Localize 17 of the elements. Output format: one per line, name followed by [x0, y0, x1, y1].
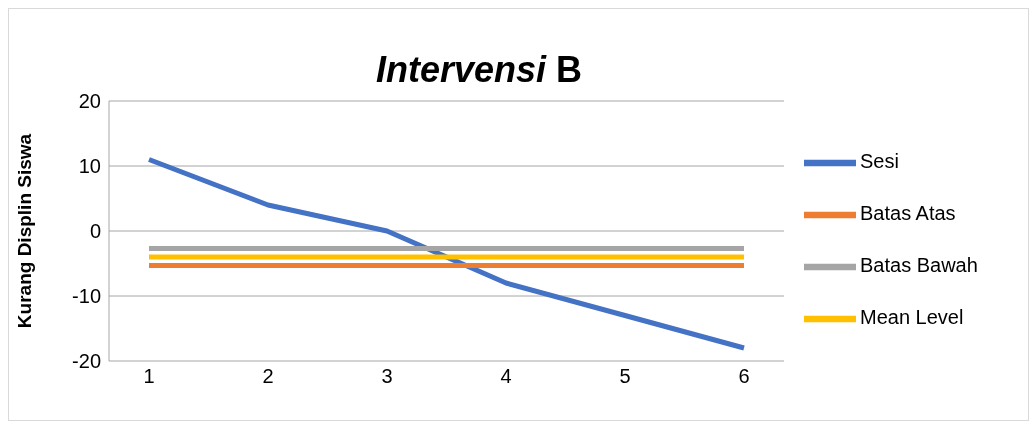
x-tick-label: 3 — [381, 365, 393, 388]
x-tick-label: 2 — [262, 365, 274, 388]
legend-label: Mean Level — [860, 306, 964, 329]
y-tick-label: 0 — [89, 220, 101, 243]
x-tick-label: 6 — [738, 365, 750, 388]
x-tick-label: 1 — [143, 365, 155, 388]
legend-label: Batas Atas — [860, 202, 956, 225]
y-tick-label: -20 — [72, 350, 101, 373]
y-tick-label: 20 — [78, 90, 101, 113]
legend-label: Batas Bawah — [860, 254, 978, 277]
y-tick-label: 10 — [78, 155, 101, 178]
chart-title: Intervensi B — [375, 49, 583, 90]
x-tick-label: 4 — [500, 365, 512, 388]
legend-label: Sesi — [860, 150, 899, 173]
y-axis-title: Kurang Displin Siswa — [13, 133, 35, 329]
y-tick-label: -10 — [72, 285, 101, 308]
x-tick-label: 5 — [619, 365, 631, 388]
